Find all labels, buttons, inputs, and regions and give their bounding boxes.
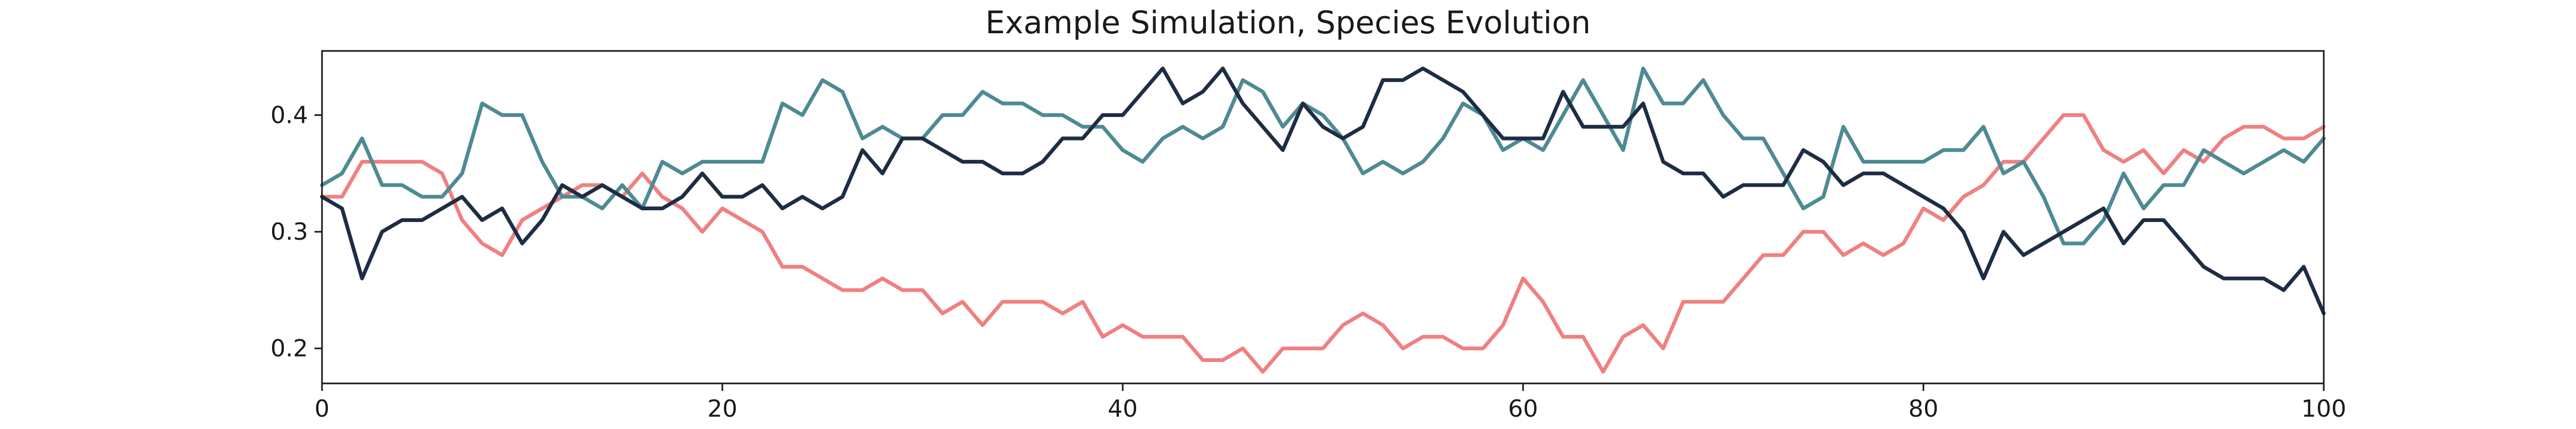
series-line-1 (320, 113, 2326, 374)
y-tick-label: 0.3 (270, 218, 308, 246)
y-tick-label: 0.4 (270, 102, 308, 129)
series-layer (320, 66, 2326, 374)
x-tick-label: 60 (1508, 395, 1538, 423)
x-tick-label: 100 (2301, 395, 2346, 423)
x-tick-label: 80 (1908, 395, 1938, 423)
series-line-2 (320, 66, 2326, 246)
x-tick-label: 20 (707, 395, 737, 423)
axes-layer: 0 20 40 60 80 100 0.2 0.3 0.4 (270, 50, 2346, 423)
series-line-3 (320, 66, 2326, 315)
plot-frame (321, 50, 2325, 384)
x-tick-label: 0 (314, 395, 330, 423)
chart-title: Example Simulation, Species Evolution (985, 4, 1591, 41)
y-tick-label: 0.2 (270, 335, 308, 363)
x-tick-label: 40 (1108, 395, 1138, 423)
